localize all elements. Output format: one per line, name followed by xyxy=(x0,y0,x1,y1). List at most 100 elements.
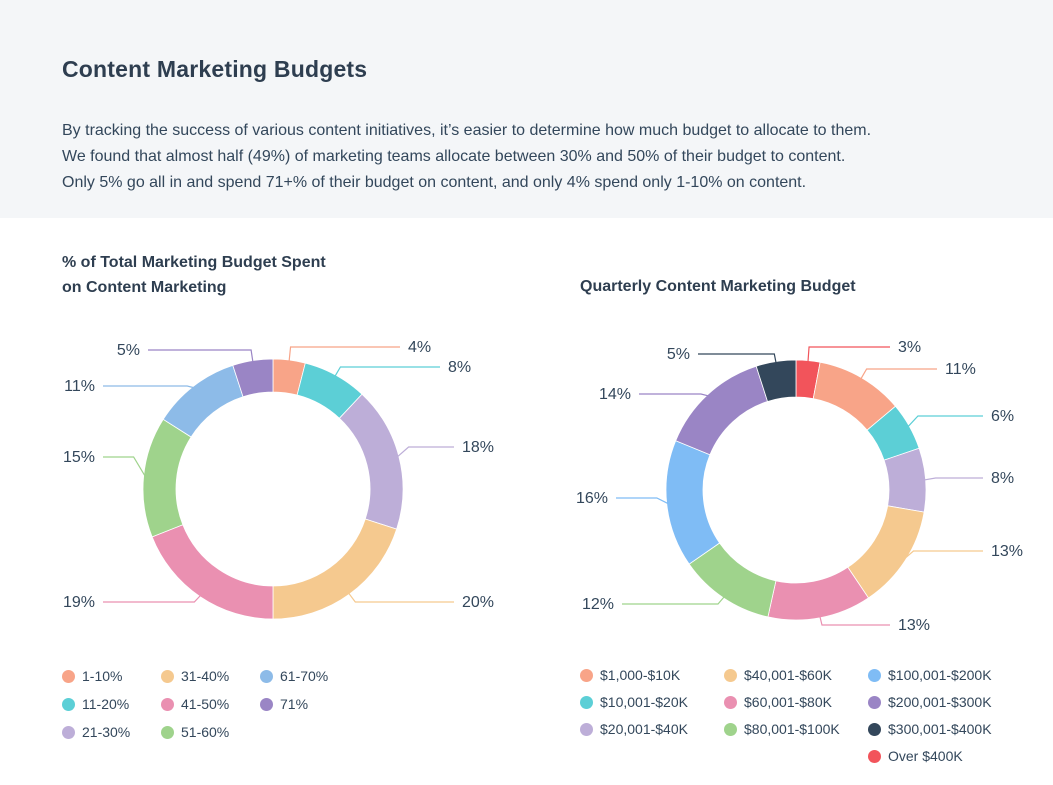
legend-swatch xyxy=(868,695,881,709)
donut-slice-300-001-400k[interactable] xyxy=(755,359,797,402)
legend-item-61-70[interactable]: 61-70% xyxy=(260,668,328,684)
legend-item-60-001-80k[interactable]: $60,001-$80K xyxy=(724,694,832,710)
data-label-31-40: 20% xyxy=(462,594,494,611)
legend-item-10-001-20k[interactable]: $10,001-$20K xyxy=(580,694,688,710)
legend-label: 1-10% xyxy=(82,668,123,684)
leader-line-1-000-10k xyxy=(860,368,937,380)
intro-line: We found that almost half (49%) of marke… xyxy=(62,148,846,165)
legend-label: 11-20% xyxy=(82,696,130,712)
donut-slice-51-60[interactable] xyxy=(142,418,192,538)
legend-item-40-001-60k[interactable]: $40,001-$60K xyxy=(724,667,832,683)
legend-label: $200,001-$300K xyxy=(888,694,992,710)
donut-slice-41-50[interactable] xyxy=(151,524,274,620)
donut-slice-61-70[interactable] xyxy=(162,364,244,438)
leader-line-61-70 xyxy=(103,385,195,389)
donut-slice-71[interactable] xyxy=(232,358,274,398)
donut-slice-200-001-300k[interactable] xyxy=(675,365,769,456)
donut-slice-31-40[interactable] xyxy=(272,518,398,620)
data-label-61-70: 11% xyxy=(64,378,95,395)
chart-title-line: % of Total Marketing Budget Spent xyxy=(62,254,326,271)
legend-label: 41-50% xyxy=(181,696,230,712)
legend-swatch xyxy=(62,669,75,683)
header-band: Content Marketing Budgets By tracking th… xyxy=(0,0,1053,218)
chart-title-quarterly-budget: Quarterly Content Marketing Budget xyxy=(580,278,856,295)
intro-line: Only 5% go all in and spend 71+% of thei… xyxy=(62,174,807,191)
leader-line-200-001-300k xyxy=(639,393,710,397)
donut-chart-budget-share: 4% 8% 18% 20% 19% 15% 11% 5% xyxy=(63,339,494,620)
legend-swatch xyxy=(260,669,273,683)
legend-swatch xyxy=(62,697,75,711)
data-label-71: 5% xyxy=(117,342,140,359)
legend-swatch xyxy=(724,695,737,709)
data-label-200-001-300k: 14% xyxy=(599,386,631,403)
data-label-80-001-100k: 12% xyxy=(582,596,614,613)
legend-swatch xyxy=(724,668,737,682)
data-label-1-10: 4% xyxy=(408,339,431,356)
legend-swatch xyxy=(580,722,593,736)
legend-label: $40,001-$60K xyxy=(744,667,832,683)
data-label-51-60: 15% xyxy=(63,449,95,466)
donut-slice-21-30[interactable] xyxy=(338,393,404,530)
donut-slice-100-001-200k[interactable] xyxy=(665,440,721,565)
legend-item-21-30[interactable]: 21-30% xyxy=(62,724,130,740)
leader-line-31-40 xyxy=(347,592,454,603)
legend-swatch xyxy=(62,725,75,739)
leader-line-300-001-400k xyxy=(698,353,777,364)
legend-item-31-40[interactable]: 31-40% xyxy=(161,668,229,684)
legend-label: 21-30% xyxy=(82,724,131,740)
data-label-41-50: 19% xyxy=(63,594,95,611)
legend-item-100-001-200k[interactable]: $100,001-$200K xyxy=(868,667,992,683)
legend-swatch xyxy=(260,697,273,711)
intro-paragraph: By tracking the success of various conte… xyxy=(62,118,1012,196)
data-label-over-400k: 3% xyxy=(898,339,921,356)
legend-item-51-60[interactable]: 51-60% xyxy=(161,724,229,740)
legend-label: $80,001-$100K xyxy=(744,721,840,737)
donut-chart-quarterly-budget: 3% 11% 6% 8% 13% 13% 12% 16% 14% 5% xyxy=(576,339,1023,634)
legend-label: $60,001-$80K xyxy=(744,694,832,710)
legend-label: $300,001-$400K xyxy=(888,721,992,737)
legend-item-over-400k[interactable]: Over $400K xyxy=(868,748,963,764)
legend-label: $1,000-$10K xyxy=(600,667,681,683)
legend-item-1-000-10k[interactable]: $1,000-$10K xyxy=(580,667,680,683)
legend-swatch xyxy=(868,749,881,763)
leader-line-10-001-20k xyxy=(907,415,983,428)
leader-line-100-001-200k xyxy=(616,497,670,505)
legend-swatch xyxy=(161,669,174,683)
legend-item-11-20[interactable]: 11-20% xyxy=(62,696,129,712)
leader-line-71 xyxy=(148,349,254,363)
donut-slice-20-001-40k[interactable] xyxy=(883,447,927,513)
leader-line-20-001-40k xyxy=(923,477,983,481)
intro-line: By tracking the success of various conte… xyxy=(62,122,872,139)
leader-line-1-10 xyxy=(288,346,400,363)
legend-item-41-50[interactable]: 41-50% xyxy=(161,696,229,712)
legend-swatch xyxy=(724,722,737,736)
leader-line-80-001-100k xyxy=(622,595,726,605)
chart-title-line: on Content Marketing xyxy=(62,279,227,296)
legend-swatch xyxy=(868,722,881,736)
legend-item-71[interactable]: 71% xyxy=(260,696,308,712)
legend-swatch xyxy=(580,695,593,709)
donut-slice-60-001-80k[interactable] xyxy=(767,566,869,621)
legend-swatch xyxy=(868,668,881,682)
legend-item-200-001-300k[interactable]: $200,001-$300K xyxy=(868,694,992,710)
legend-label: 31-40% xyxy=(181,668,230,684)
legend-label: 61-70% xyxy=(280,668,329,684)
data-label-21-30: 18% xyxy=(462,439,494,456)
data-label-100-001-200k: 16% xyxy=(576,490,608,507)
legend-item-20-001-40k[interactable]: $20,001-$40K xyxy=(580,721,688,737)
data-label-40-001-60k: 13% xyxy=(991,543,1023,560)
legend-label: $100,001-$200K xyxy=(888,667,992,683)
legend-swatch xyxy=(580,668,593,682)
leader-line-40-001-60k xyxy=(902,550,983,561)
legend-item-1-10[interactable]: 1-10% xyxy=(62,668,122,684)
leader-line-11-20 xyxy=(334,366,440,378)
data-label-1-000-10k: 11% xyxy=(945,361,976,378)
legend-item-300-001-400k[interactable]: $300,001-$400K xyxy=(868,721,992,737)
data-label-60-001-80k: 13% xyxy=(898,617,930,634)
page-title: Content Marketing Budgets xyxy=(62,56,368,82)
legend-item-80-001-100k[interactable]: $80,001-$100K xyxy=(724,721,840,737)
legend-label: $10,001-$20K xyxy=(600,694,688,710)
leader-line-51-60 xyxy=(103,456,147,478)
data-label-10-001-20k: 6% xyxy=(991,408,1014,425)
data-label-11-20: 8% xyxy=(448,359,471,376)
